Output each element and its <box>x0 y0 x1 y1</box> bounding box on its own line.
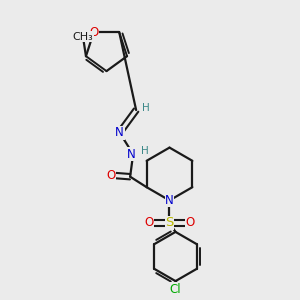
Text: N: N <box>115 126 124 139</box>
Text: N: N <box>127 148 136 161</box>
Text: O: O <box>145 216 154 230</box>
Text: O: O <box>185 216 194 230</box>
Text: O: O <box>106 169 115 182</box>
Text: O: O <box>89 26 98 38</box>
Text: H: H <box>141 146 148 156</box>
Text: H: H <box>142 103 150 113</box>
Text: Cl: Cl <box>170 283 181 296</box>
Text: CH₃: CH₃ <box>73 32 93 42</box>
Text: S: S <box>165 216 174 230</box>
Text: N: N <box>165 194 174 207</box>
